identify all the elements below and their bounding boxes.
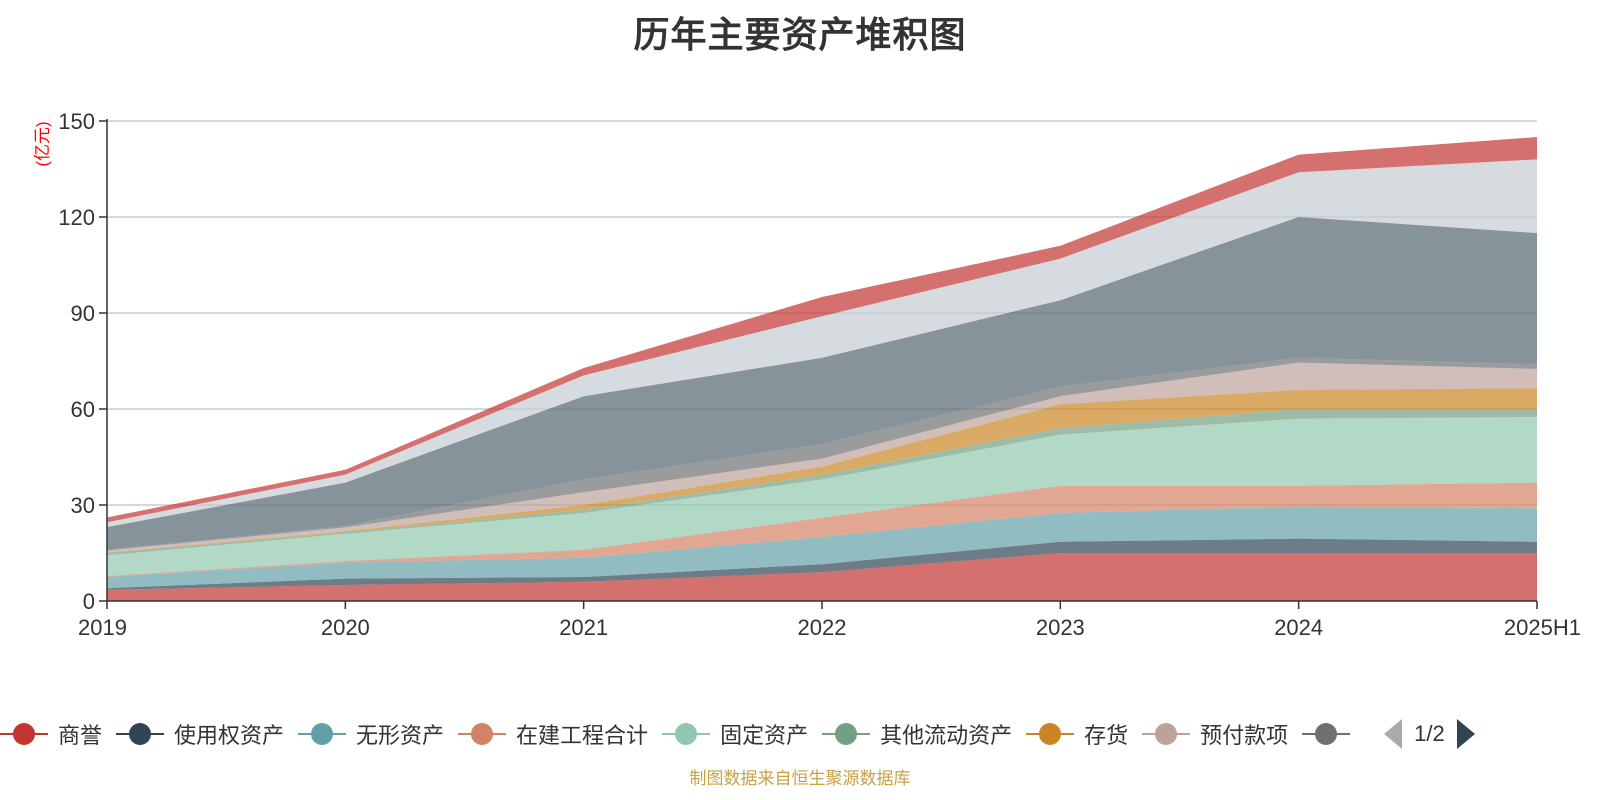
legend-item-0[interactable]: 商誉 (0, 718, 102, 750)
legend-marker-icon (1302, 722, 1351, 746)
series-area-4 (107, 417, 1537, 577)
legend-marker-icon (662, 722, 711, 746)
series-area-2 (107, 506, 1537, 589)
legend-marker-icon (1142, 722, 1191, 746)
legend-item-3[interactable]: 在建工程合计 (458, 718, 648, 750)
y-tick-label-5: 150 (58, 109, 95, 134)
legend-item-7[interactable]: 预付款项 (1142, 718, 1288, 750)
legend-item-1[interactable]: 使用权资产 (116, 718, 284, 750)
legend-label: 其他流动资产 (880, 723, 1013, 748)
area-layer (107, 137, 1537, 601)
legend-label: 使用权资产 (174, 723, 285, 748)
legend-marker-icon (0, 722, 48, 746)
x-tick-label-6: 2025H1 (1504, 615, 1581, 640)
legend-label: 商誉 (58, 723, 103, 748)
x-tick-label-1: 2020 (321, 615, 370, 640)
stacked-area-chart: 0 30 60 90 120 150 2019 2020 2021 2022 2023 2024 202… (33, 109, 1581, 640)
series-area-0 (107, 553, 1537, 601)
legend-item-5[interactable]: 其他流动资产 (822, 718, 1012, 750)
legend-marker-icon (298, 722, 347, 746)
series-area-7 (107, 362, 1537, 553)
series-area-9 (107, 217, 1537, 550)
legend-item-4[interactable]: 固定资产 (662, 718, 808, 750)
x-tick-label-0: 2019 (78, 615, 127, 640)
legend-label: 固定资产 (720, 723, 809, 748)
legend-page-indicator: 1/2 (1414, 721, 1445, 746)
x-tick-label-5: 2024 (1274, 615, 1323, 640)
legend-next-arrow-icon[interactable] (1456, 719, 1475, 749)
y-tick-label-3: 90 (71, 301, 95, 326)
y-tick-label-1: 30 (71, 493, 95, 518)
x-tick-label-4: 2023 (1036, 615, 1085, 640)
x-tick-label-2: 2021 (559, 615, 608, 640)
chart-title: 历年主要资产堆积图 (633, 14, 967, 55)
y-axis-unit-label: (亿元) (33, 121, 52, 166)
series-area-8 (107, 357, 1537, 551)
y-tick-label-0: 0 (83, 589, 95, 614)
legend-marker-icon (458, 722, 507, 746)
legend-label: 在建工程合计 (516, 723, 649, 748)
axes: 0 30 60 90 120 150 2019 2020 2021 2022 2023 2024 202… (58, 109, 1581, 640)
legend-pager: 1/2 (1384, 719, 1475, 749)
x-tick-label-3: 2022 (798, 615, 847, 640)
legend-label: 预付款项 (1200, 723, 1289, 748)
series-area-1 (107, 538, 1537, 590)
legend-item-2[interactable]: 无形资产 (298, 718, 444, 750)
y-tick-label-4: 120 (58, 205, 95, 230)
legend-marker-icon (822, 722, 871, 746)
legend-label: 存货 (1084, 723, 1129, 748)
legend-item-8[interactable] (1302, 722, 1360, 746)
y-tick-label-2: 60 (71, 397, 95, 422)
source-note: 制图数据来自恒生聚源数据库 (689, 769, 911, 788)
series-area-3 (107, 482, 1537, 577)
legend-marker-icon (1026, 722, 1075, 746)
legend-item-6[interactable]: 存货 (1026, 718, 1128, 750)
series-area-5 (107, 409, 1537, 556)
legend-prev-arrow-icon[interactable] (1384, 719, 1403, 749)
legend: 商誉 使用权资产 无形资产 在建工程合计 固定资产 其他流动资产 存货 预付款项 1/2 (0, 716, 1600, 752)
legend-marker-icon (116, 722, 165, 746)
series-area-6 (107, 388, 1537, 553)
legend-label: 无形资产 (356, 723, 445, 748)
series-area-10 (107, 159, 1537, 528)
